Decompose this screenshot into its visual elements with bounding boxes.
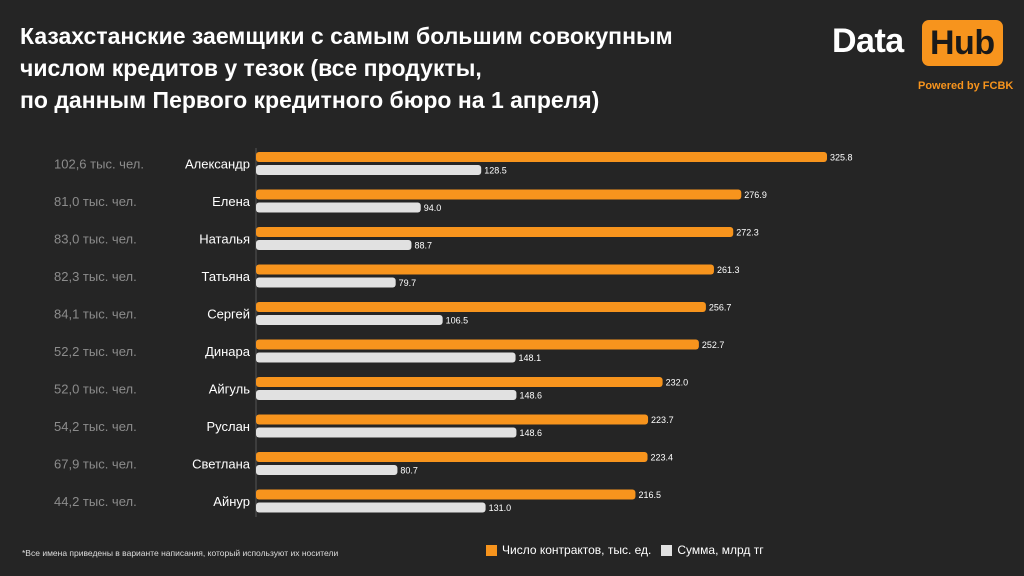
logo-powered-by: Powered by FCBK [918, 80, 1014, 92]
datahub-logo: Data Hub Powered by FCBK [832, 20, 1014, 100]
people-count-label: 102,6 тыс. чел. [54, 157, 144, 172]
bar-sum [256, 427, 517, 438]
people-count-label: 67,9 тыс. чел. [54, 457, 137, 472]
data-label-sum: 148.6 [519, 428, 542, 438]
bar-sum [256, 165, 482, 175]
category-label: Наталья [199, 232, 250, 247]
people-count-label: 83,0 тыс. чел. [54, 232, 137, 247]
data-label-contracts: 232.0 [666, 378, 689, 388]
bar-sum [256, 390, 517, 400]
data-label-contracts: 261.3 [717, 265, 740, 275]
bar-contracts [256, 152, 827, 162]
legend: Число контрактов, тыс. ед. Сумма, млрд т… [486, 543, 774, 557]
people-count-label: 84,1 тыс. чел. [54, 307, 137, 322]
bar-sum [256, 465, 398, 475]
category-label: Руслан [206, 419, 250, 434]
legend-label-sum: Сумма, млрд тг [677, 543, 764, 557]
data-label-sum: 148.6 [519, 391, 542, 401]
people-count-label: 81,0 тыс. чел. [54, 194, 137, 209]
people-count-label: 52,2 тыс. чел. [54, 344, 137, 359]
bar-contracts [256, 452, 648, 462]
category-label: Александр [185, 157, 250, 172]
bar-sum [256, 352, 516, 363]
data-label-sum: 128.5 [484, 166, 507, 176]
people-count-label: 44,2 тыс. чел. [54, 494, 137, 509]
bar-contracts [256, 189, 742, 200]
category-label: Светлана [192, 457, 251, 472]
data-label-contracts: 276.9 [744, 190, 767, 200]
legend-item-sum: Сумма, млрд тг [661, 543, 764, 557]
data-label-contracts: 216.5 [638, 490, 661, 500]
bar-contracts [256, 339, 699, 350]
bar-contracts [256, 264, 714, 275]
data-label-sum: 106.5 [446, 316, 469, 326]
data-label-sum: 79.7 [399, 278, 417, 288]
data-label-contracts: 223.4 [651, 453, 674, 463]
category-label: Татьяна [202, 269, 251, 284]
logo-data-text: Data [832, 22, 904, 60]
data-label-sum: 80.7 [400, 466, 418, 476]
bar-sum [256, 315, 443, 325]
bar-contracts [256, 302, 706, 312]
title-line-2: числом кредитов у тезок (все продукты, [20, 55, 482, 81]
data-label-sum: 148.1 [519, 353, 542, 363]
bar-sum [256, 202, 421, 213]
data-label-contracts: 252.7 [702, 340, 725, 350]
people-count-label: 82,3 тыс. чел. [54, 269, 137, 284]
data-label-contracts: 223.7 [651, 415, 674, 425]
data-label-sum: 131.0 [489, 503, 512, 513]
bar-contracts [256, 227, 734, 237]
category-label: Елена [212, 194, 251, 209]
data-label-sum: 94.0 [424, 203, 442, 213]
footnote: *Все имена приведены в варианте написани… [22, 548, 339, 558]
chart-title: Казахстанские заемщики с самым большим с… [20, 20, 820, 116]
legend-label-contracts: Число контрактов, тыс. ед. [502, 543, 652, 557]
category-label: Динара [205, 344, 251, 359]
title-line-3: по данным Первого кредитного бюро на 1 а… [20, 87, 600, 113]
legend-swatch-sum [661, 544, 673, 556]
category-label: Айнур [213, 494, 250, 509]
people-count-label: 52,0 тыс. чел. [54, 382, 137, 397]
category-label: Айгуль [209, 382, 250, 397]
bar-contracts [256, 377, 663, 387]
bar-sum [256, 502, 486, 513]
bar-contracts [256, 489, 636, 500]
category-label: Сергей [207, 307, 250, 322]
data-label-sum: 88.7 [414, 241, 432, 251]
data-label-contracts: 256.7 [709, 303, 732, 313]
legend-swatch-contracts [486, 544, 497, 556]
legend-item-contracts: Число контрактов, тыс. ед. [486, 543, 651, 557]
people-count-label: 54,2 тыс. чел. [54, 419, 137, 434]
data-label-contracts: 325.8 [830, 153, 853, 163]
bar-contracts [256, 414, 649, 425]
bar-sum [256, 277, 396, 288]
data-label-contracts: 272.3 [736, 228, 759, 238]
logo-hub-badge: Hub [922, 20, 1003, 66]
title-line-1: Казахстанские заемщики с самым большим с… [20, 23, 673, 49]
bar-sum [256, 240, 412, 250]
